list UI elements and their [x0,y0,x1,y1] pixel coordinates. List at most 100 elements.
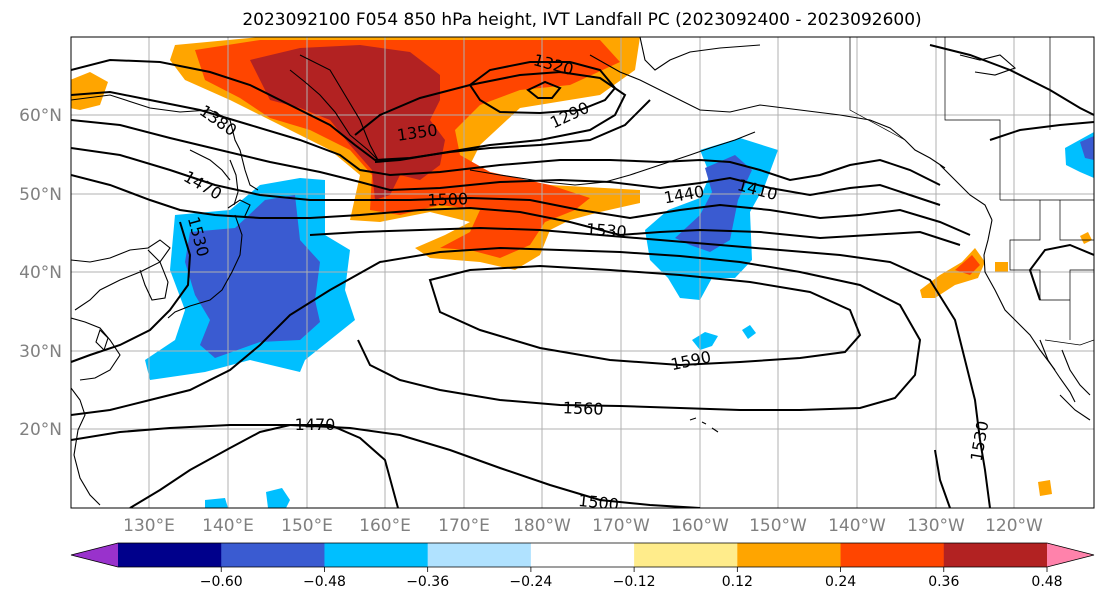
ivt-pos-dot-3 [1080,232,1092,244]
lon-label: 180°W [513,516,571,536]
ivt-pos-west-red [955,255,980,275]
colorbar-tick-label: −0.60 [200,574,243,590]
coastlines [71,37,1091,506]
colorbar-swatch [840,543,945,567]
contour-1440 [71,119,941,206]
colorbar-tick-label: −0.24 [509,574,552,590]
map-frame [70,36,1095,509]
longitude-labels: 130°E 140°E 150°E 160°E 170°E 180°W 170°… [123,516,1043,536]
lon-label: 140°E [202,516,254,536]
contour-1530-south [934,449,951,508]
contour-1560 [71,246,922,416]
contour-label: 1530 [585,220,627,242]
lat-label: 30°N [19,342,62,362]
coast-aleutians [469,131,756,186]
ivt-neg-japan-mid [185,195,320,358]
contour-1470 [71,147,971,236]
contour-label: 1500 [577,491,619,514]
lat-label: 50°N [19,185,62,205]
ivt-negative-shading [145,132,1094,508]
coast-alaska [589,54,946,169]
contour-1290 [526,80,562,99]
coast-sakhalin [229,159,239,206]
colorbar-tick-label: −0.48 [303,574,346,590]
contour-east-1 [929,44,1094,116]
lat-label: 40°N [19,263,62,283]
contour-east-3 [1028,243,1094,301]
ivt-neg-small-2 [742,325,756,339]
colorbar-swatch [737,543,842,567]
colorbar-swatch [427,543,532,567]
colorbar-swatch [530,543,635,567]
coast-mexico [1059,394,1091,421]
ivt-neg-small-3 [266,488,290,508]
contour-1470-south [129,424,399,508]
contour-label: 1470 [295,415,336,434]
contour-1500 [71,174,961,246]
colorbar-tick-label: 0.12 [722,574,753,590]
border-alaska-canada [849,37,906,141]
colorbar-tick-label: 0.48 [1031,574,1062,590]
lon-label: 160°E [359,516,411,536]
contour-label: 1500 [427,189,468,209]
contour-1410 [71,90,941,186]
colorbar-tick-labels: −0.60 −0.48 −0.36 −0.24 −0.12 0.12 0.24 0.36 0.4… [200,574,1063,590]
lon-label: 120°W [985,516,1043,536]
colorbar-arrow-low [71,543,118,567]
lon-label: 130°W [907,516,965,536]
coast-okhotsk [189,149,231,181]
coast-greatlakes [959,54,1017,76]
lon-label: 160°W [671,516,729,536]
contour-1590 [428,264,862,367]
colorbar-ticks [220,567,1048,572]
colorbar-swatches [71,543,1094,567]
border-canada-provinces [944,37,1051,200]
ivt-neg-small-1 [692,332,718,350]
lon-label: 150°W [749,516,807,536]
colorbar-swatch [634,543,738,567]
border-us-states [1009,200,1094,340]
lat-label: 60°N [19,106,62,126]
ivt-pos-east-orange [71,72,108,110]
colorbar-arrow-high [1047,543,1094,567]
lon-label: 140°W [828,516,886,536]
coast-alaska-north [639,37,761,71]
coast-philippines [71,387,101,506]
colorbar-tick-label: −0.12 [613,574,656,590]
height-contours [71,44,1094,508]
contour-label: 1560 [563,398,604,418]
coast-kamchatka [289,54,379,161]
ivt-neg-california-mid [1080,136,1094,160]
ivt-neg-small-4 [205,498,228,508]
border-us-mexico [1044,339,1094,346]
lon-label: 170°W [592,516,650,536]
latitude-labels: 60°N 50°N 40°N 30°N 20°N [19,106,62,440]
colorbar-swatch [943,543,1048,567]
colorbar-outline [70,542,1095,568]
coast-bc [939,164,993,221]
gridlines [71,37,1094,508]
contour-1530-mid [309,226,991,508]
colorbar-swatch [118,543,222,567]
political-borders [849,37,1094,346]
coast-baja [1039,339,1091,403]
coast-japan [167,199,251,319]
lon-label: 130°E [123,516,175,536]
colorbar-tick-label: −0.36 [406,574,449,590]
map-layer: 1320 1290 1380 1350 1470 1500 1440 1410 … [71,37,1094,514]
lat-label: 20°N [19,420,62,440]
colorbar-swatch [324,543,429,567]
colorbar-swatch [221,543,325,567]
plot-title: 2023092100 F054 850 hPa height, IVT Land… [242,10,921,30]
colorbar-tick-label: 0.24 [825,574,856,590]
contour-1500-south [71,424,701,508]
coast-uswest [983,219,1056,371]
coast-korea [139,249,169,301]
colorbar: −0.60 −0.48 −0.36 −0.24 −0.12 0.12 0.24 0.36 0.4… [70,542,1095,590]
lon-label: 170°E [438,516,490,536]
contour-1530-west [71,221,192,363]
colorbar-tick-label: 0.36 [928,574,959,590]
coast-china [71,239,171,311]
contour-1380 [71,58,651,162]
